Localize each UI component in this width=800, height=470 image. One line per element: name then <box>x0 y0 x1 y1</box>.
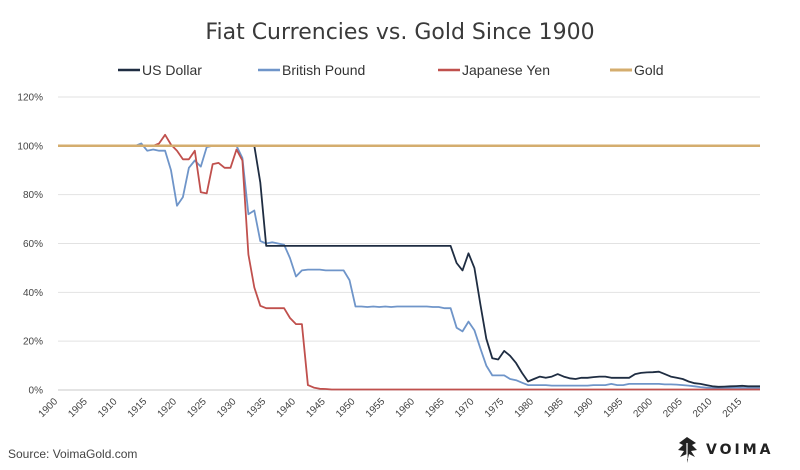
x-axis: 1900 1905 1910 1915 1920 1925 1930 1935 1940 1945… <box>37 396 745 420</box>
y-tick-label: 80% <box>23 190 43 201</box>
x-tick-label: 2015 <box>721 396 745 420</box>
x-tick-label: 1900 <box>37 396 61 420</box>
y-tick-label: 100% <box>17 141 43 152</box>
series-line-japanese-yen <box>58 133 760 391</box>
x-tick-label: 1985 <box>542 396 566 420</box>
chart-title: Fiat Currencies vs. Gold Since 1900 <box>205 20 594 45</box>
x-tick-label: 2000 <box>632 396 656 420</box>
y-tick-label: 0% <box>29 386 44 397</box>
legend-label: British Pound <box>282 62 365 78</box>
legend-label: Japanese Yen <box>462 62 550 78</box>
x-tick-label: 1970 <box>453 396 477 420</box>
x-tick-label: 1940 <box>275 396 299 420</box>
series-line-british-pound <box>58 142 760 390</box>
x-tick-label: 1935 <box>245 396 269 420</box>
y-axis: 0% 20% 40% 60% 80% 100% 120% <box>17 93 43 397</box>
y-tick-label: 60% <box>23 239 43 250</box>
x-tick-label: 1910 <box>96 396 120 420</box>
x-tick-label: 1930 <box>215 396 239 420</box>
plot-area <box>58 133 760 391</box>
x-tick-label: 1950 <box>334 396 358 420</box>
legend-label: US Dollar <box>142 62 202 78</box>
y-tick-label: 120% <box>17 93 43 104</box>
x-tick-label: 1905 <box>66 396 90 420</box>
chart-legend: US Dollar British Pound Japanese Yen Gold <box>118 62 664 78</box>
x-tick-label: 2010 <box>691 396 715 420</box>
voima-leaf-icon <box>678 437 697 463</box>
x-tick-label: 2005 <box>661 396 685 420</box>
gridlines <box>58 96 760 391</box>
brand-name: VOIMA <box>706 442 774 458</box>
x-tick-label: 1975 <box>483 396 507 420</box>
x-tick-label: 1980 <box>513 396 537 420</box>
x-tick-label: 1995 <box>602 396 626 420</box>
x-tick-label: 1915 <box>126 396 150 420</box>
x-tick-label: 1920 <box>156 396 180 420</box>
x-tick-label: 1945 <box>304 396 328 420</box>
series-line-us-dollar <box>58 144 760 388</box>
y-tick-label: 40% <box>23 288 43 299</box>
y-tick-label: 20% <box>23 337 43 348</box>
source-note: Source: VoimaGold.com <box>8 447 138 461</box>
x-tick-label: 1965 <box>423 396 447 420</box>
x-tick-label: 1925 <box>185 396 209 420</box>
x-tick-label: 1960 <box>394 396 418 420</box>
brand-logo: VOIMA <box>676 434 773 466</box>
x-tick-label: 1955 <box>364 396 388 420</box>
legend-label: Gold <box>634 62 664 78</box>
x-tick-label: 1990 <box>572 396 596 420</box>
